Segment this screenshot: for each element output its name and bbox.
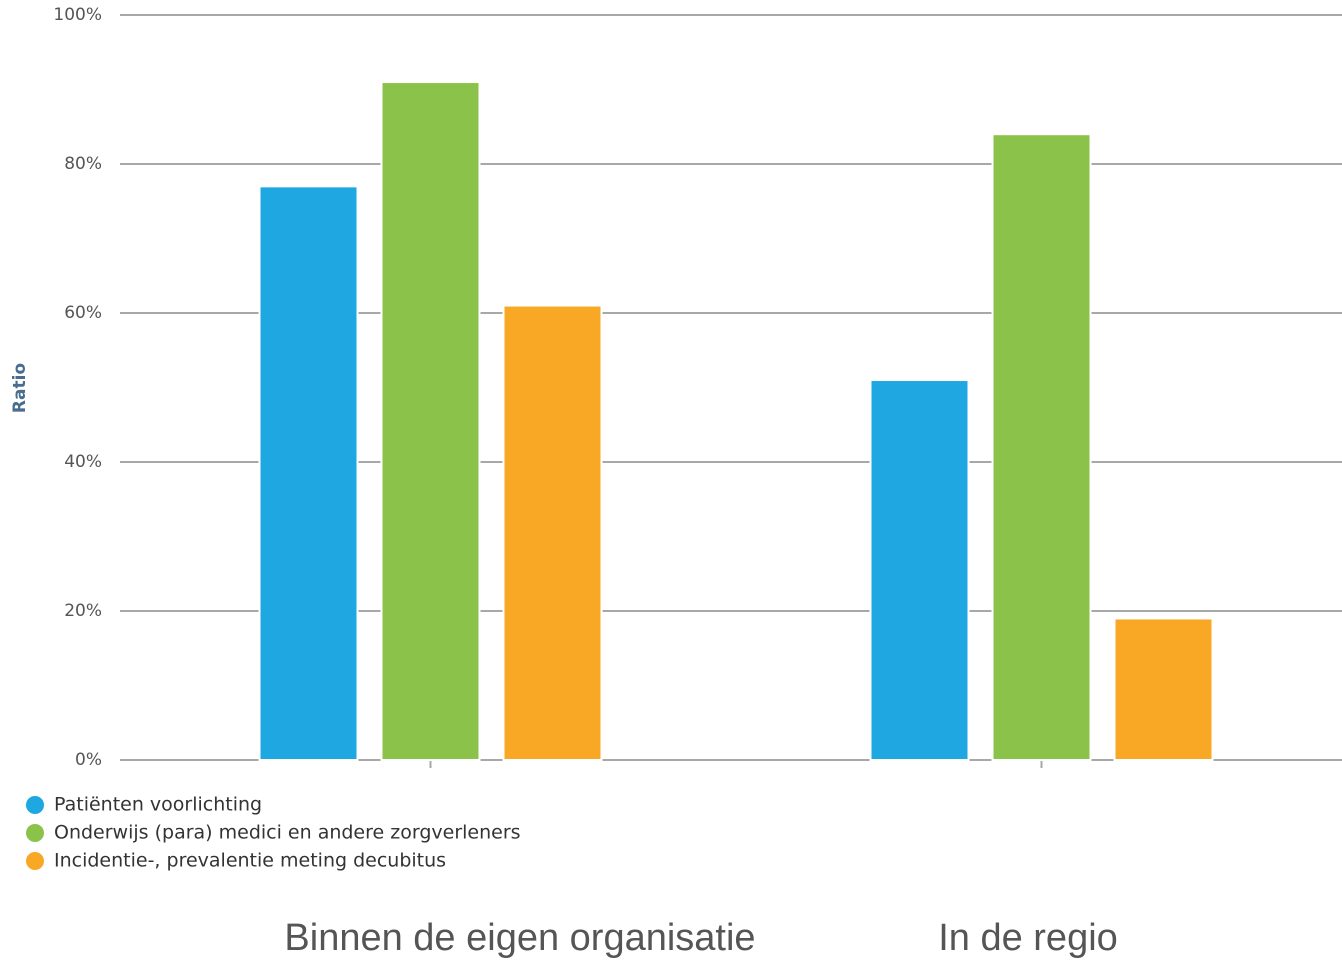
x-tick-label: In de regio (938, 917, 1118, 959)
bar (991, 133, 1092, 761)
bar (1113, 617, 1214, 762)
bar (502, 304, 603, 761)
y-tick-label: 100% (53, 5, 102, 25)
y-tick-label: 20% (64, 601, 102, 621)
legend-label: Incidentie-, prevalentie meting decubitu… (54, 850, 446, 872)
y-axis-title: Ratio (10, 363, 30, 413)
y-tick-label: 0% (75, 750, 102, 770)
y-tick-label: 40% (64, 452, 102, 472)
y-tick-label: 60% (64, 303, 102, 323)
legend-label: Onderwijs (para) medici en andere zorgve… (54, 822, 521, 844)
legend-swatch (26, 852, 44, 870)
y-tick-label: 80% (64, 154, 102, 174)
bar (869, 379, 970, 761)
legend-swatch (26, 824, 44, 842)
bar (380, 81, 481, 762)
x-tick-label: Binnen de eigen organisatie (284, 917, 755, 959)
legend-swatch (26, 796, 44, 814)
bar (258, 185, 359, 762)
legend-label: Patiënten voorlichting (54, 794, 262, 816)
